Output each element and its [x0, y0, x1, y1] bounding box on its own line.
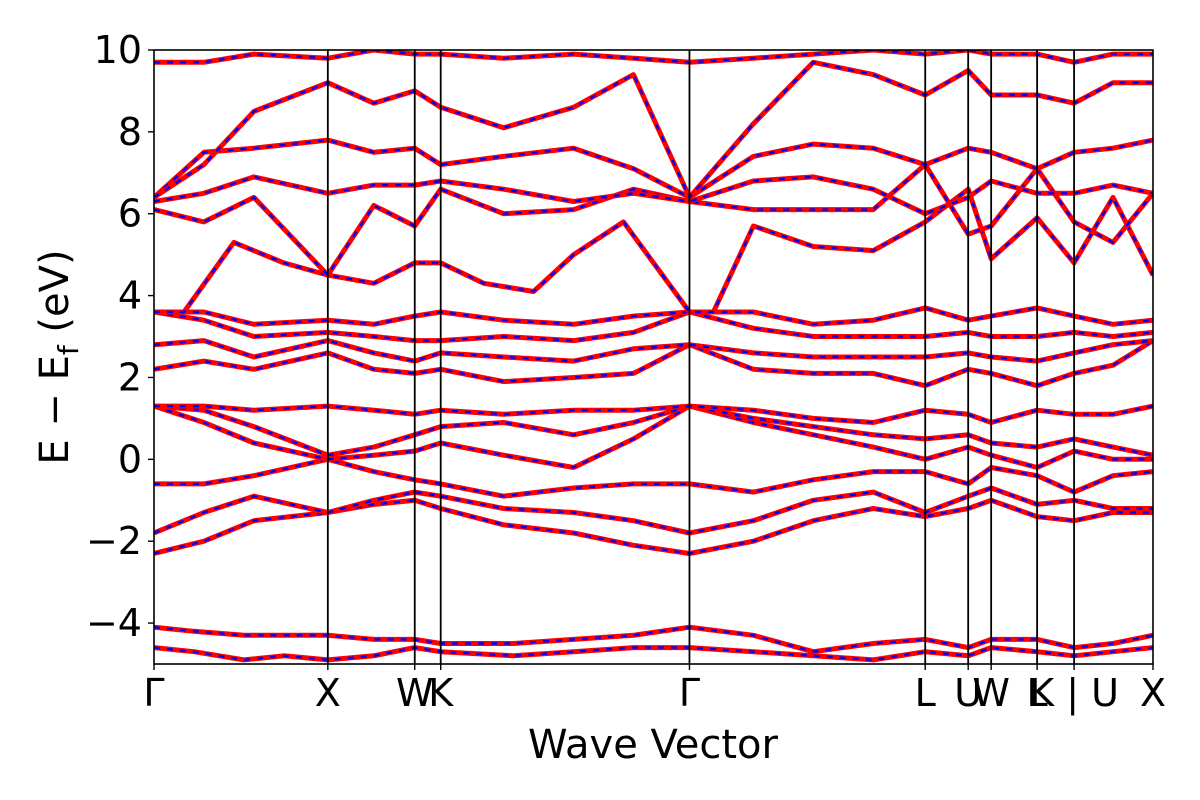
x-tick-label-9: K | U: [1029, 671, 1119, 716]
band-line-overlay-1: [154, 646, 1153, 662]
band-line-overlay-15: [154, 138, 1153, 199]
y-tick-label-1: −2: [86, 519, 142, 563]
y-tick-label-4: 4: [118, 274, 142, 318]
x-tick-label-6: U: [954, 671, 982, 715]
y-tick-label-2: 0: [118, 437, 142, 481]
x-tick-label-4: Γ: [679, 671, 700, 715]
x-tick-label-1: X: [315, 671, 341, 715]
plot-frame: [153, 49, 1154, 665]
x-tick-label-3: K: [428, 671, 454, 715]
band-line-1: [154, 645, 1153, 663]
band-line-overlay-0: [154, 625, 1153, 653]
x-tick-label-5: L: [915, 671, 936, 715]
band-line-overlay-12: [154, 187, 1153, 314]
kpoint-separators: [326, 50, 1075, 664]
x-tick-label-0: Γ: [143, 671, 164, 715]
y-tick-label-3: 2: [118, 355, 142, 399]
x-tick-label-8: L: [1027, 671, 1048, 715]
y-axis-title-unit: (eV): [32, 249, 78, 345]
y-tick-label-7: 10: [94, 28, 142, 72]
x-axis-title: Wave Vector: [528, 722, 779, 768]
y-axis-title: E − Ef (eV): [32, 249, 85, 464]
band-line-overlay-4: [154, 458, 1153, 498]
band-line-overlay-6: [154, 404, 1153, 457]
band-line-3: [154, 485, 1153, 536]
y-axis-title-main: E − E: [32, 355, 78, 465]
y-tick-label-6: 8: [118, 110, 142, 154]
y-axis-ticks: −4 −2 0 2 4 6 8 10: [86, 28, 154, 645]
x-tick-label-10: X: [1140, 671, 1166, 715]
band-line-11: [154, 305, 1153, 327]
band-line-6: [154, 403, 1153, 458]
band-line-17: [154, 50, 1153, 65]
x-tick-label-7: W: [972, 671, 1010, 715]
y-tick-label-0: −4: [86, 601, 142, 645]
y-axis-title-subscript: f: [52, 344, 85, 355]
band-lines: [154, 50, 1153, 663]
y-tick-label-5: 6: [118, 192, 142, 236]
x-tick-label-2: W: [396, 671, 434, 715]
